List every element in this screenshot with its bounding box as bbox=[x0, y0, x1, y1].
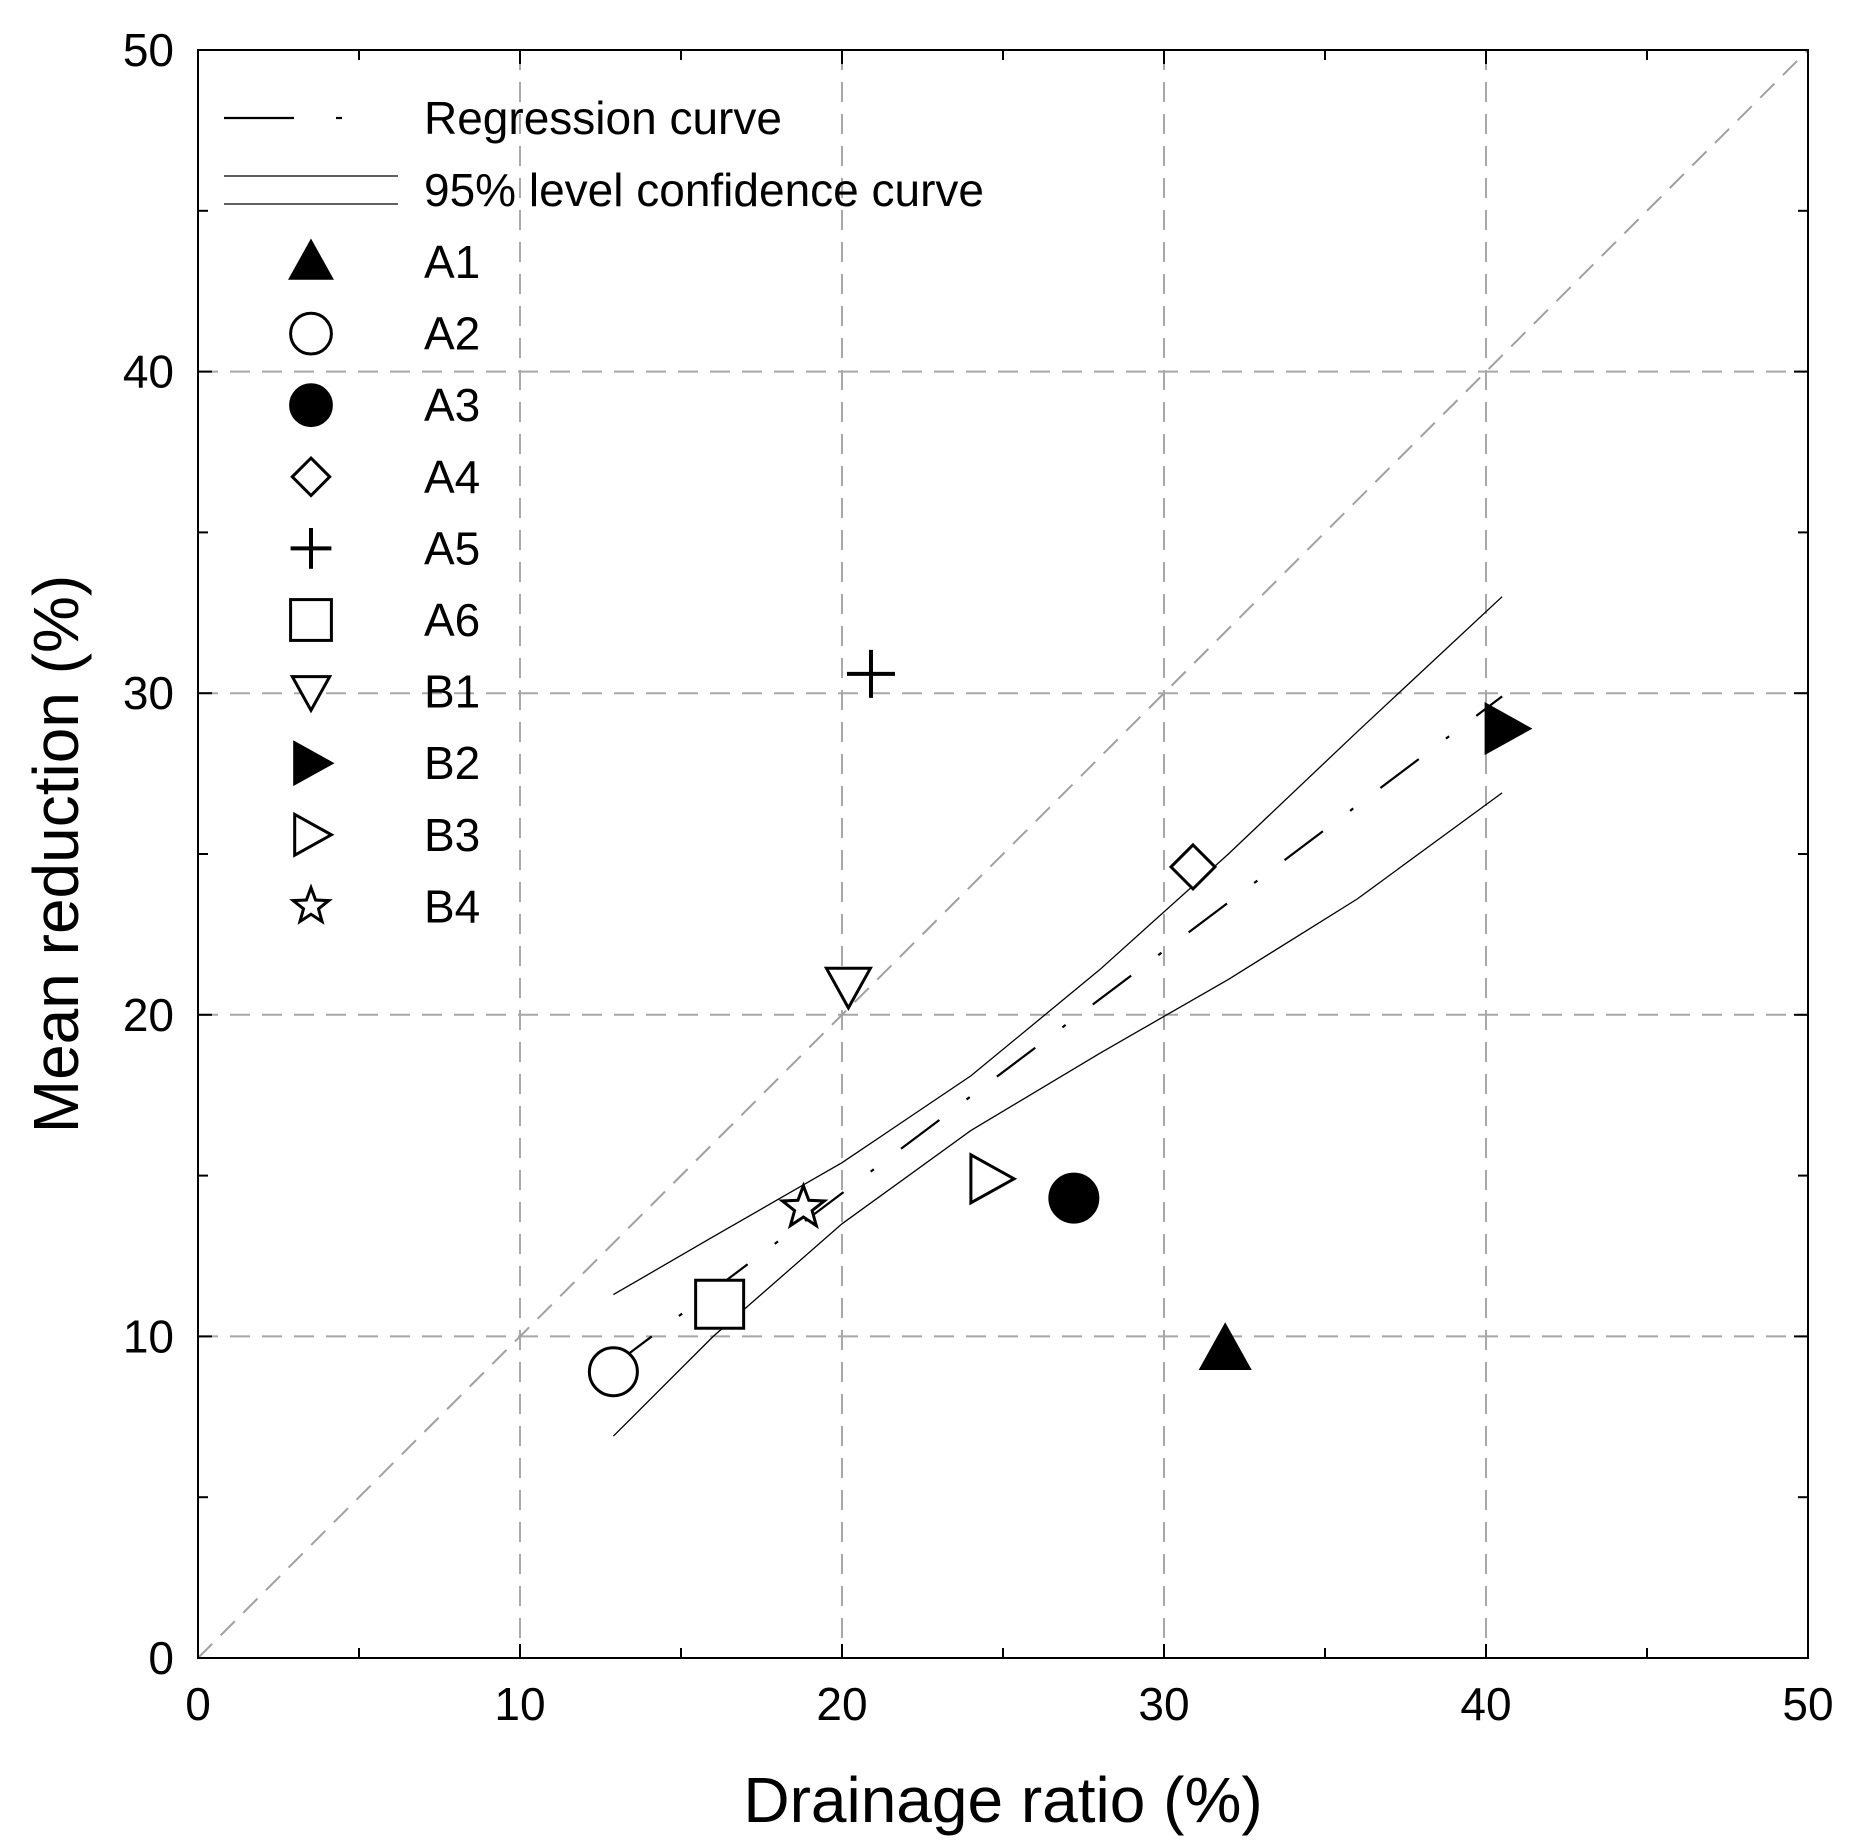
axis-ticks bbox=[197, 49, 1809, 1659]
x-tick-label: 40 bbox=[1460, 1678, 1511, 1730]
x-tick-label: 50 bbox=[1782, 1678, 1833, 1730]
legend-label-regression: Regression curve bbox=[424, 92, 782, 144]
legend-label-a2: A2 bbox=[424, 308, 480, 360]
x-tick-label: 20 bbox=[816, 1678, 867, 1730]
legend-marker-a6 bbox=[289, 598, 333, 642]
legend-label-confidence: 95% level confidence curve bbox=[424, 164, 984, 216]
legend-marker-b4 bbox=[289, 883, 333, 925]
data-point-a4 bbox=[1168, 842, 1218, 892]
legend-label-a1: A1 bbox=[424, 236, 480, 288]
identity-line-layer bbox=[197, 49, 1809, 1659]
data-point-b2 bbox=[1484, 702, 1533, 756]
legend-marker-a1 bbox=[288, 238, 334, 280]
grid-lines bbox=[198, 50, 1808, 1658]
confidence-curve-lower bbox=[612, 792, 1503, 1437]
legend-label-a3: A3 bbox=[424, 379, 480, 431]
data-point-a1 bbox=[1198, 1322, 1252, 1370]
y-tick-label: 0 bbox=[148, 1632, 174, 1684]
data-point-b3 bbox=[969, 1152, 1018, 1206]
legend-label-a6: A6 bbox=[424, 594, 480, 646]
legend-marker-b1 bbox=[289, 675, 333, 714]
legend-marker-a2 bbox=[289, 311, 333, 356]
data-point-b1 bbox=[823, 966, 873, 1011]
data-point-a3 bbox=[1048, 1172, 1100, 1224]
legend-label-b2: B2 bbox=[424, 737, 480, 789]
legend: Regression curve 95% level confidence cur… bbox=[224, 92, 984, 932]
y-tick-label: 30 bbox=[123, 667, 174, 719]
legend-marker-b2 bbox=[293, 740, 335, 787]
legend-marker-a3 bbox=[289, 383, 333, 428]
x-tick-label: 10 bbox=[494, 1678, 545, 1730]
data-point-a5 bbox=[846, 649, 895, 698]
legend-label-b4: B4 bbox=[424, 880, 480, 932]
legend-label-b1: B1 bbox=[424, 666, 480, 718]
legend-marker-a5 bbox=[290, 528, 332, 569]
y-tick-label: 50 bbox=[123, 24, 174, 76]
x-tick-label: 30 bbox=[1138, 1678, 1189, 1730]
x-axis-title: Drainage ratio (%) bbox=[743, 1764, 1262, 1836]
y-tick-label: 20 bbox=[123, 989, 174, 1041]
identity-line bbox=[197, 49, 1809, 1659]
data-point-b4 bbox=[778, 1181, 829, 1230]
legend-marker-a4 bbox=[290, 455, 332, 498]
y-tick-label: 40 bbox=[123, 346, 174, 398]
regression-curve bbox=[612, 695, 1503, 1367]
legend-marker-b3 bbox=[293, 811, 335, 858]
data-points bbox=[587, 649, 1533, 1398]
curves-layer bbox=[612, 596, 1503, 1437]
x-tick-label: 0 bbox=[185, 1678, 211, 1730]
y-axis-title: Mean reduction (%) bbox=[20, 575, 92, 1133]
legend-label-a4: A4 bbox=[424, 451, 480, 503]
confidence-curve-upper bbox=[613, 596, 1503, 1296]
y-tick-label: 10 bbox=[123, 1310, 174, 1362]
data-point-a6 bbox=[694, 1278, 746, 1330]
legend-label-a5: A5 bbox=[424, 522, 480, 574]
data-point-a2 bbox=[587, 1346, 639, 1398]
tick-labels: 0 10 20 30 40 50 0 10 20 30 40 50 bbox=[123, 24, 1834, 1730]
legend-label-b3: B3 bbox=[424, 809, 480, 861]
